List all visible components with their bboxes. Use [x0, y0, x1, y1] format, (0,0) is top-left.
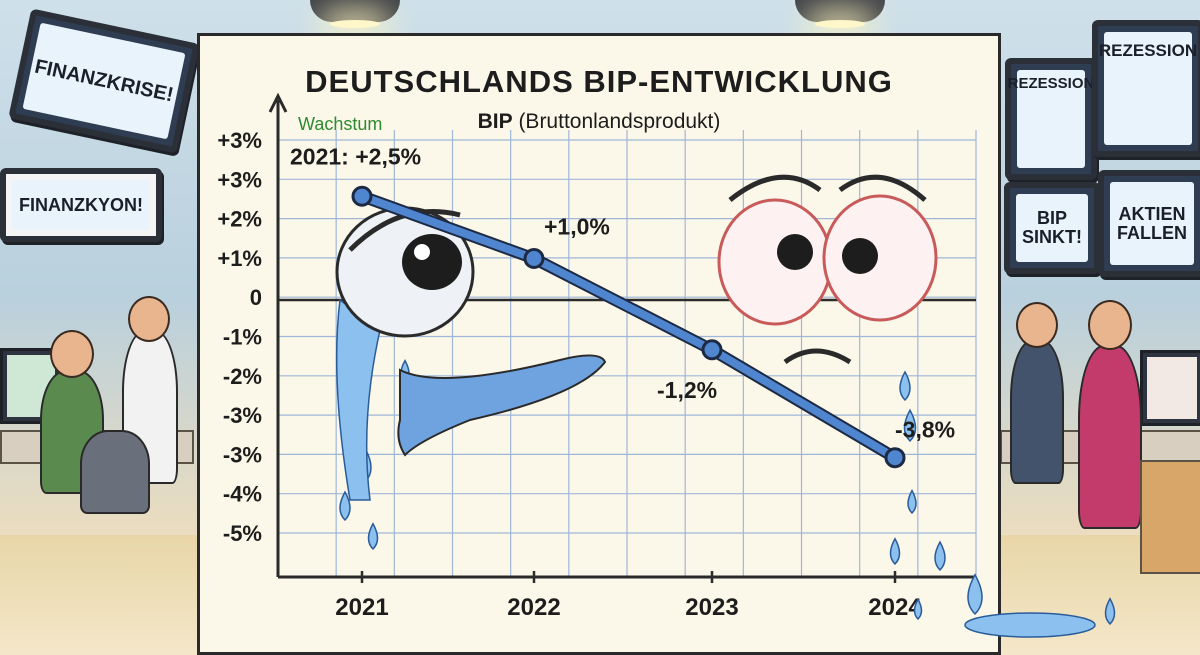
subtitle-bip: BIP: [477, 110, 513, 133]
sign-bip-sinkt: BIP SINKT!: [1004, 182, 1100, 274]
y-tick-label: +3%: [217, 128, 262, 153]
worker-suit-head: [1016, 302, 1058, 348]
data-label: +1,0%: [544, 214, 610, 240]
sign-aktien-fallen: AKTIEN FALLEN: [1098, 170, 1200, 277]
data-point: [701, 339, 723, 361]
drawer-cabinet: [1140, 460, 1200, 574]
x-tick-label: 2024: [868, 594, 922, 621]
sign-rezession-left-text: REZESSION: [1007, 75, 1095, 92]
data-point: [523, 248, 545, 269]
y-tick-label: -2%: [223, 364, 262, 389]
worker-pink: [1078, 345, 1142, 529]
x-tick-label: 2023: [685, 594, 738, 621]
tear-drops: [335, 296, 1116, 638]
pupil-highlight-icon: [414, 244, 430, 260]
tear-drop-icon: [889, 537, 901, 566]
y-axis-note-wachstum: Wachstum: [298, 114, 382, 134]
worker-suit: [1010, 340, 1064, 484]
y-tick-label: +1%: [217, 246, 262, 271]
y-tick-label: -1%: [223, 325, 262, 350]
tear-drop-icon: [934, 540, 946, 572]
data-label: -1,2%: [657, 377, 717, 403]
chart-panel: DEUTSCHLANDS BIP-ENTWICKLUNG BIP (Brutto…: [197, 33, 1001, 655]
x-tick-label: 2022: [507, 594, 560, 621]
tear-drop-icon: [913, 597, 923, 621]
tear-stream-icon: [335, 298, 381, 501]
sign-finanzkyon: FINANZKYON!: [0, 168, 162, 242]
worker-pink-head: [1088, 300, 1132, 350]
series-line: [358, 192, 899, 462]
series-lines: [356, 190, 901, 464]
eyebrow-icon: [838, 174, 927, 202]
y-tick-label: -3%: [223, 403, 262, 428]
crying-faces: [335, 174, 938, 457]
frown-mouth-icon: [783, 348, 852, 365]
chart-grid: [277, 130, 977, 577]
tear-drop-icon: [903, 408, 917, 443]
x-tick-label: 2021: [335, 594, 388, 621]
sign-aktien-fallen-text: AKTIEN FALLEN: [1117, 203, 1187, 243]
ceiling-lamp-right: [795, 0, 885, 28]
pupil-icon: [777, 234, 813, 270]
y-tick-label: -4%: [223, 482, 262, 507]
subtitle-rest: (Bruttonlandsprodukt): [512, 110, 721, 133]
y-tick-label: -3%: [223, 442, 262, 467]
data-label: 2021: +2,5%: [290, 143, 421, 169]
data-label: -3,8%: [895, 417, 955, 443]
worker-white-head: [128, 296, 170, 342]
series-points: [351, 185, 906, 469]
sign-rezession-right: REZESSION: [1092, 20, 1200, 157]
eyebrow-icon: [728, 174, 822, 202]
chart-subtitle: BIP (Bruttonlandsprodukt): [200, 110, 998, 134]
tear-drop-icon: [907, 489, 917, 515]
tear-drop-icon: [967, 573, 983, 616]
tear-puddle-icon: [964, 612, 1096, 638]
y-axis-arrow-icon: [268, 92, 288, 113]
y-tick-label: +2%: [217, 207, 262, 232]
chart-title: DEUTSCHLANDS BIP-ENTWICKLUNG: [305, 64, 893, 99]
pupil-icon: [842, 238, 878, 274]
y-tick-labels: +3% +3% +2% +1% 0 -1% -2% -3% -3% -4% -5%: [217, 128, 262, 546]
y-tick-label: +3%: [217, 167, 262, 192]
point-annotations: 2021: +2,5% +1,0% -1,2% -3,8%: [290, 143, 955, 442]
red-eye-left-icon: [717, 198, 833, 326]
tear-drop-icon: [339, 490, 351, 522]
x-tick-labels: 2021 2022 2023 2024: [335, 594, 922, 621]
y-tick-label: -5%: [223, 521, 262, 546]
tear-drop-icon: [899, 370, 911, 402]
y-tick-label: 0: [250, 285, 262, 310]
office-chair: [80, 430, 150, 514]
ceiling-lamp-left: [310, 0, 400, 28]
sign-finanzkyon-text: FINANZKYON!: [19, 194, 143, 215]
data-point: [351, 185, 373, 207]
sign-rezession-left: REZESSION: [1005, 58, 1097, 180]
sign-rezession-right-text: REZESSION: [1098, 41, 1198, 60]
monitor-right: [1140, 350, 1200, 426]
data-point: [884, 447, 906, 469]
frown-mouth-icon: [397, 354, 607, 457]
pupil-icon: [402, 234, 462, 290]
worker-green-head: [50, 330, 94, 378]
tear-drop-icon: [1104, 597, 1116, 626]
red-eye-right-icon: [822, 194, 938, 322]
tear-drop-icon: [367, 522, 379, 551]
sign-bip-sinkt-text: BIP SINKT!: [1022, 208, 1082, 247]
